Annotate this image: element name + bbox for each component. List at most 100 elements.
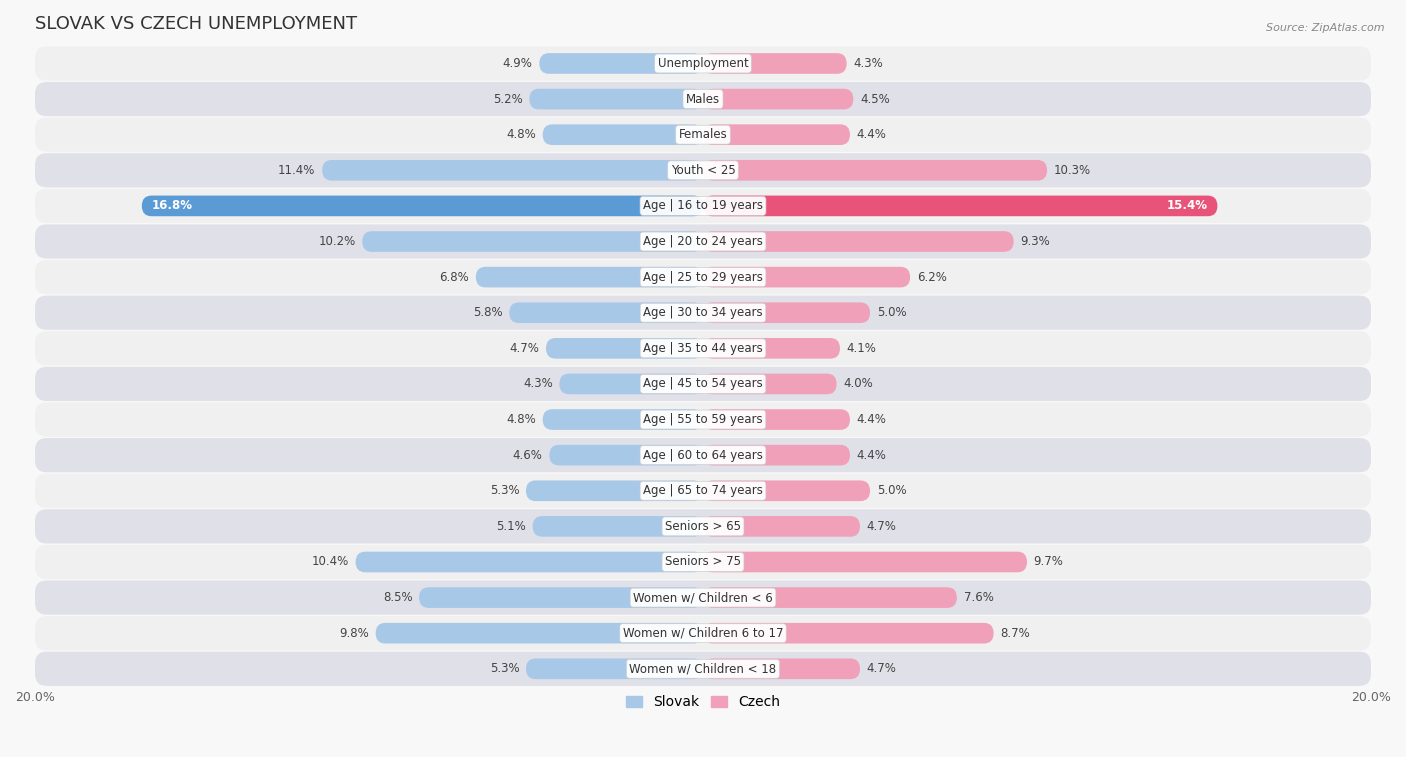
Text: 6.2%: 6.2% [917,270,946,284]
Text: 9.7%: 9.7% [1033,556,1063,569]
FancyBboxPatch shape [35,260,1371,294]
FancyBboxPatch shape [703,89,853,110]
FancyBboxPatch shape [703,124,851,145]
Text: 5.3%: 5.3% [489,484,519,497]
FancyBboxPatch shape [533,516,703,537]
FancyBboxPatch shape [703,231,1014,252]
Text: 4.7%: 4.7% [509,342,540,355]
Text: 4.4%: 4.4% [856,413,887,426]
FancyBboxPatch shape [35,153,1371,188]
Text: 4.8%: 4.8% [506,128,536,142]
FancyBboxPatch shape [703,195,1218,217]
FancyBboxPatch shape [35,474,1371,508]
FancyBboxPatch shape [35,82,1371,116]
Text: 4.7%: 4.7% [866,520,897,533]
FancyBboxPatch shape [35,117,1371,151]
Text: Age | 45 to 54 years: Age | 45 to 54 years [643,378,763,391]
FancyBboxPatch shape [703,552,1026,572]
Text: 8.7%: 8.7% [1000,627,1031,640]
Text: 4.4%: 4.4% [856,449,887,462]
Text: 4.5%: 4.5% [860,92,890,105]
FancyBboxPatch shape [35,46,1371,80]
Text: 4.1%: 4.1% [846,342,876,355]
Text: 7.6%: 7.6% [963,591,994,604]
Text: Age | 65 to 74 years: Age | 65 to 74 years [643,484,763,497]
FancyBboxPatch shape [35,332,1371,366]
FancyBboxPatch shape [703,374,837,394]
FancyBboxPatch shape [703,587,957,608]
FancyBboxPatch shape [703,623,994,643]
Text: 6.8%: 6.8% [440,270,470,284]
FancyBboxPatch shape [703,338,839,359]
Text: 5.0%: 5.0% [877,307,907,319]
Text: 9.8%: 9.8% [339,627,368,640]
Text: Age | 20 to 24 years: Age | 20 to 24 years [643,235,763,248]
FancyBboxPatch shape [419,587,703,608]
Text: Age | 30 to 34 years: Age | 30 to 34 years [643,307,763,319]
FancyBboxPatch shape [35,509,1371,544]
Text: 4.7%: 4.7% [866,662,897,675]
Text: 5.0%: 5.0% [877,484,907,497]
Text: Seniors > 75: Seniors > 75 [665,556,741,569]
Text: Age | 60 to 64 years: Age | 60 to 64 years [643,449,763,462]
Text: 4.3%: 4.3% [853,57,883,70]
FancyBboxPatch shape [35,224,1371,259]
Text: Age | 35 to 44 years: Age | 35 to 44 years [643,342,763,355]
FancyBboxPatch shape [543,124,703,145]
FancyBboxPatch shape [550,445,703,466]
FancyBboxPatch shape [35,438,1371,472]
Text: 10.3%: 10.3% [1053,164,1091,177]
FancyBboxPatch shape [35,545,1371,579]
FancyBboxPatch shape [703,53,846,73]
Text: 5.1%: 5.1% [496,520,526,533]
Text: 16.8%: 16.8% [152,199,193,213]
FancyBboxPatch shape [703,160,1047,181]
Text: Source: ZipAtlas.com: Source: ZipAtlas.com [1267,23,1385,33]
Text: Women w/ Children < 6: Women w/ Children < 6 [633,591,773,604]
Text: Youth < 25: Youth < 25 [671,164,735,177]
FancyBboxPatch shape [35,403,1371,437]
FancyBboxPatch shape [35,581,1371,615]
Legend: Slovak, Czech: Slovak, Czech [620,690,786,715]
FancyBboxPatch shape [35,652,1371,686]
Text: SLOVAK VS CZECH UNEMPLOYMENT: SLOVAK VS CZECH UNEMPLOYMENT [35,15,357,33]
Text: 5.2%: 5.2% [494,92,523,105]
FancyBboxPatch shape [35,367,1371,401]
Text: 10.2%: 10.2% [318,235,356,248]
FancyBboxPatch shape [703,266,910,288]
FancyBboxPatch shape [540,53,703,73]
FancyBboxPatch shape [35,616,1371,650]
FancyBboxPatch shape [703,659,860,679]
FancyBboxPatch shape [35,296,1371,330]
Text: 4.8%: 4.8% [506,413,536,426]
Text: 5.8%: 5.8% [472,307,502,319]
Text: Age | 55 to 59 years: Age | 55 to 59 years [643,413,763,426]
FancyBboxPatch shape [322,160,703,181]
FancyBboxPatch shape [475,266,703,288]
FancyBboxPatch shape [35,188,1371,223]
FancyBboxPatch shape [509,302,703,323]
Text: 9.3%: 9.3% [1021,235,1050,248]
Text: 4.0%: 4.0% [844,378,873,391]
Text: 5.3%: 5.3% [489,662,519,675]
Text: Females: Females [679,128,727,142]
Text: Males: Males [686,92,720,105]
FancyBboxPatch shape [560,374,703,394]
FancyBboxPatch shape [375,623,703,643]
Text: 4.6%: 4.6% [513,449,543,462]
Text: 11.4%: 11.4% [278,164,315,177]
FancyBboxPatch shape [356,552,703,572]
Text: 15.4%: 15.4% [1167,199,1208,213]
Text: 10.4%: 10.4% [312,556,349,569]
Text: 4.9%: 4.9% [503,57,533,70]
FancyBboxPatch shape [363,231,703,252]
FancyBboxPatch shape [529,89,703,110]
Text: Seniors > 65: Seniors > 65 [665,520,741,533]
Text: Women w/ Children 6 to 17: Women w/ Children 6 to 17 [623,627,783,640]
Text: Unemployment: Unemployment [658,57,748,70]
Text: 8.5%: 8.5% [382,591,412,604]
Text: Age | 25 to 29 years: Age | 25 to 29 years [643,270,763,284]
FancyBboxPatch shape [546,338,703,359]
FancyBboxPatch shape [526,481,703,501]
FancyBboxPatch shape [526,659,703,679]
